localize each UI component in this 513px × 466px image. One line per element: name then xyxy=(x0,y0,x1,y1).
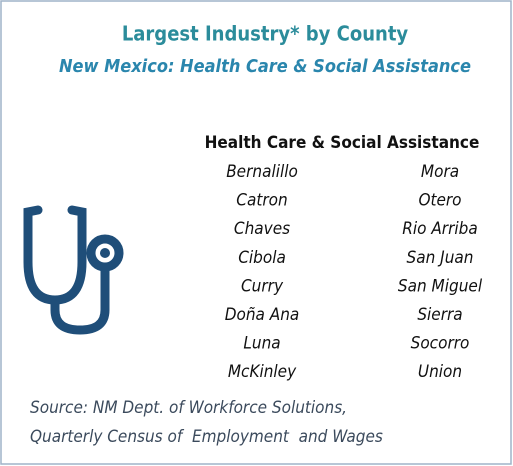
county-name: San Miguel xyxy=(398,276,483,296)
source-line: Source: NM Dept. of Workforce Solutions, xyxy=(30,398,347,418)
county-name: Curry xyxy=(241,276,284,296)
county-name: Cibola xyxy=(238,248,286,268)
county-name: San Juan xyxy=(407,248,474,268)
county-name: Mora xyxy=(421,162,459,182)
subtitle: New Mexico: Health Care & Social Assista… xyxy=(59,56,471,77)
source: Source: NM Dept. of Workforce Solutions,… xyxy=(30,398,383,447)
county-name: Luna xyxy=(243,334,280,354)
county-name: Rio Arriba xyxy=(402,219,477,239)
county-name: McKinley xyxy=(228,362,297,382)
county-name: Otero xyxy=(418,191,461,211)
stethoscope-icon xyxy=(23,205,124,335)
county-name: Chaves xyxy=(234,219,290,239)
county-name: Socorro xyxy=(411,334,470,354)
county-name: Sierra xyxy=(417,305,462,325)
county-list: Bernalillo Catron Chaves Cibola Curry Doña An… xyxy=(225,162,483,382)
source-line: Quarterly Census of Employment and Wages xyxy=(30,427,383,447)
county-name: Catron xyxy=(236,191,287,211)
icon-dot xyxy=(100,248,110,258)
title: Largest Industry* by County xyxy=(122,22,409,46)
county-name: Bernalillo xyxy=(226,162,298,182)
county-name: Union xyxy=(418,362,462,382)
list-heading: Health Care & Social Assistance xyxy=(205,133,480,153)
county-name: Doña Ana xyxy=(225,305,300,325)
